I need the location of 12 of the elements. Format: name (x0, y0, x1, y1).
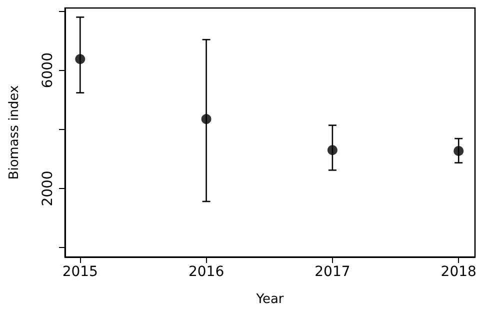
point (327, 145, 338, 156)
point (454, 146, 464, 156)
point (75, 54, 86, 64)
y-tick-label: 6000 (40, 52, 56, 88)
x-tick-label: 2015 (62, 264, 98, 280)
y-tick-label: 2000 (40, 170, 56, 206)
x-tick-label: 2016 (188, 264, 224, 280)
x-axis-title: Year (255, 292, 284, 307)
y-axis-title: Biomass index (7, 85, 22, 180)
x-tick-label: 2018 (440, 264, 476, 280)
x-tick-label: 2017 (314, 264, 350, 280)
point (201, 114, 212, 124)
